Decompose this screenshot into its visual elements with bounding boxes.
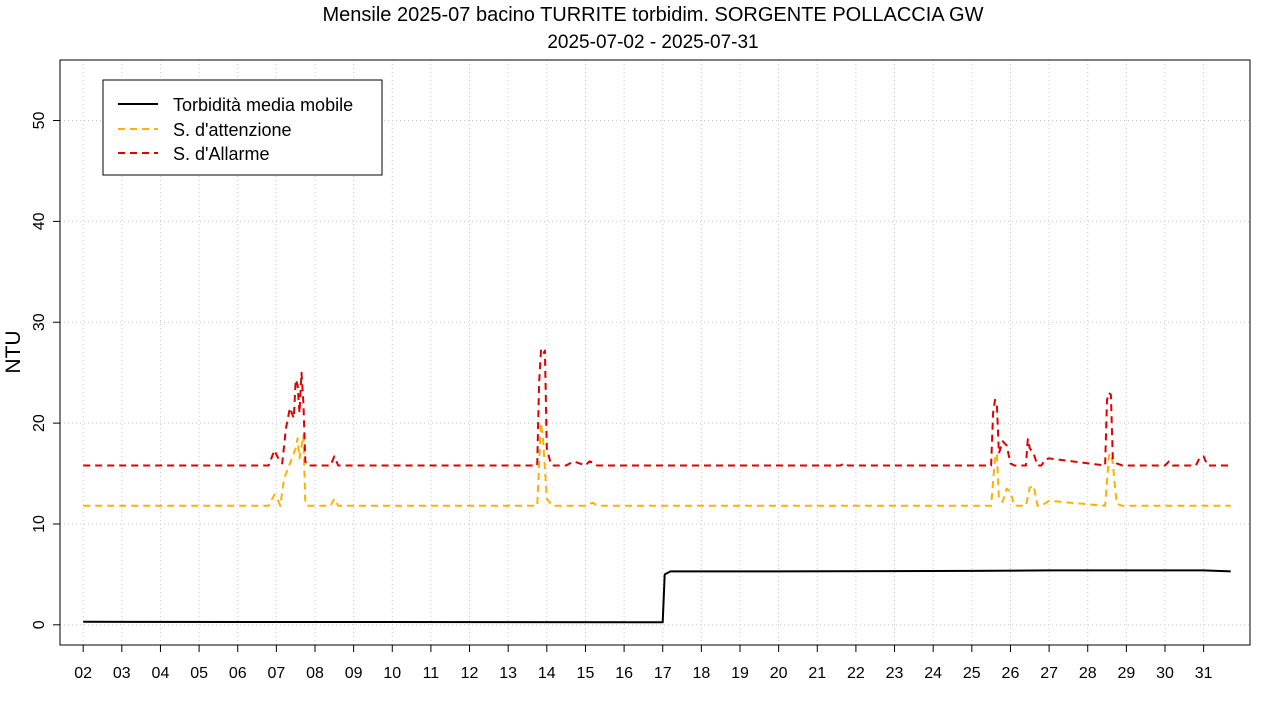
chart-title: Mensile 2025-07 bacino TURRITE torbidim.… (323, 4, 984, 26)
x-tick-label: 26 (1002, 665, 1020, 682)
chart-subtitle: 2025-07-02 - 2025-07-31 (547, 32, 758, 53)
x-tick-label: 22 (847, 665, 865, 682)
y-tick-label: 0 (31, 620, 48, 629)
y-axis-label: NTU (2, 330, 25, 373)
x-tick-label: 31 (1195, 665, 1213, 682)
x-tick-label: 21 (808, 665, 826, 682)
x-tick-label: 29 (1117, 665, 1135, 682)
x-tick-label: 28 (1079, 665, 1097, 682)
x-tick-label: 19 (731, 665, 749, 682)
grid-lines (60, 60, 1250, 645)
x-tick-label: 02 (74, 665, 92, 682)
x-tick-label: 14 (538, 665, 556, 682)
x-tick-label: 11 (423, 665, 440, 682)
legend-label-attenzione: S. d'attenzione (173, 120, 292, 140)
y-tick-label: 20 (31, 414, 48, 432)
legend: Torbidità media mobile S. d'attenzione S… (102, 79, 383, 176)
torbidita-series-line (83, 569, 1231, 624)
x-tick-label: 18 (692, 665, 710, 682)
allarme-series-line (83, 349, 1231, 467)
x-tick-label: 08 (306, 665, 324, 682)
x-tick-label: 07 (267, 665, 285, 682)
y-tick-label: 10 (31, 515, 48, 533)
x-tick-label: 27 (1040, 665, 1058, 682)
legend-label-allarme: S. d'Allarme (173, 144, 269, 164)
x-axis: 02 03 04 05 06 07 08 09 10 11 12 13 14 15 16 17 18 19 20 21… (74, 645, 1213, 682)
y-tick-label: 40 (31, 212, 48, 230)
x-tick-label: 30 (1156, 665, 1174, 682)
legend-box (102, 79, 383, 176)
plot-area-frame (59, 59, 1251, 646)
y-tick-label: 30 (31, 313, 48, 331)
x-tick-label: 05 (190, 665, 208, 682)
x-tick-label: 06 (229, 665, 247, 682)
attenzione-series-line (83, 422, 1231, 507)
y-axis: 0 10 20 30 40 50 (31, 112, 60, 629)
x-tick-label: 16 (615, 665, 633, 682)
x-tick-label: 10 (383, 665, 401, 682)
x-tick-label: 09 (345, 665, 363, 682)
x-tick-label: 25 (963, 665, 981, 682)
x-tick-label: 20 (770, 665, 788, 682)
x-tick-label: 23 (886, 665, 904, 682)
legend-label-torbidita: Torbidità media mobile (173, 95, 353, 115)
series-layer (83, 349, 1231, 624)
y-tick-label: 50 (31, 112, 48, 130)
x-tick-label: 15 (577, 665, 595, 682)
x-tick-label: 03 (113, 665, 131, 682)
x-tick-label: 13 (499, 665, 517, 682)
x-tick-label: 17 (654, 665, 672, 682)
x-tick-label: 12 (461, 665, 479, 682)
x-tick-label: 24 (924, 665, 942, 682)
x-tick-label: 04 (152, 665, 170, 682)
